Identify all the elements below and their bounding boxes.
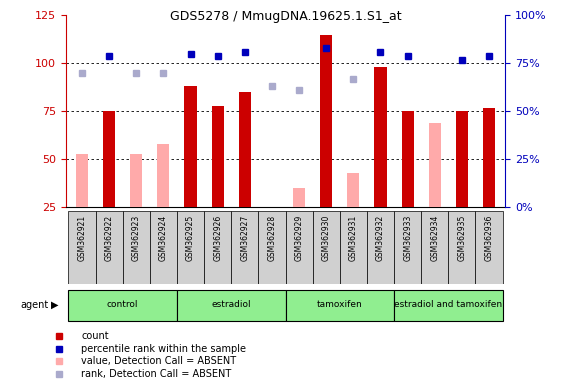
Text: GSM362926: GSM362926 xyxy=(213,215,222,261)
Bar xyxy=(293,188,305,207)
Text: tamoxifen: tamoxifen xyxy=(317,300,363,309)
Bar xyxy=(375,67,387,207)
Text: GSM362922: GSM362922 xyxy=(104,215,114,261)
Bar xyxy=(340,211,367,284)
Bar xyxy=(483,108,495,207)
Text: value, Detection Call = ABSENT: value, Detection Call = ABSENT xyxy=(81,356,236,366)
Bar xyxy=(394,211,421,284)
Bar xyxy=(177,211,204,284)
Text: GSM362936: GSM362936 xyxy=(485,215,493,261)
Bar xyxy=(76,154,88,207)
Text: GSM362921: GSM362921 xyxy=(78,215,86,261)
Text: GSM362933: GSM362933 xyxy=(403,215,412,261)
Bar xyxy=(103,111,115,207)
Bar xyxy=(231,211,258,284)
Text: GDS5278 / MmugDNA.19625.1.S1_at: GDS5278 / MmugDNA.19625.1.S1_at xyxy=(170,10,401,23)
Bar xyxy=(258,211,286,284)
Bar xyxy=(448,211,476,284)
Bar xyxy=(347,173,360,207)
Text: GSM362928: GSM362928 xyxy=(267,215,276,261)
Bar xyxy=(150,211,177,284)
Bar xyxy=(421,211,448,284)
Bar xyxy=(130,154,142,207)
Bar xyxy=(367,211,394,284)
Text: agent: agent xyxy=(20,300,48,310)
Bar xyxy=(401,111,414,207)
Text: GSM362932: GSM362932 xyxy=(376,215,385,261)
Text: GSM362935: GSM362935 xyxy=(457,215,467,261)
Bar xyxy=(184,86,196,207)
Bar xyxy=(286,290,394,321)
Text: GSM362934: GSM362934 xyxy=(431,215,439,261)
Text: GSM362923: GSM362923 xyxy=(132,215,140,261)
Bar xyxy=(204,211,231,284)
Bar xyxy=(211,106,224,207)
Text: estradiol and tamoxifen: estradiol and tamoxifen xyxy=(395,300,502,309)
Bar xyxy=(429,123,441,207)
Bar xyxy=(157,144,170,207)
Text: GSM362931: GSM362931 xyxy=(349,215,358,261)
Bar xyxy=(69,211,95,284)
Bar xyxy=(456,111,468,207)
Bar xyxy=(394,290,502,321)
Bar xyxy=(313,211,340,284)
Text: estradiol: estradiol xyxy=(211,300,251,309)
Text: GSM362925: GSM362925 xyxy=(186,215,195,261)
Bar xyxy=(177,290,286,321)
Bar xyxy=(476,211,502,284)
Text: count: count xyxy=(81,331,109,341)
Text: GSM362930: GSM362930 xyxy=(321,215,331,261)
Text: GSM362929: GSM362929 xyxy=(295,215,304,261)
Bar xyxy=(69,290,177,321)
Text: GSM362927: GSM362927 xyxy=(240,215,250,261)
Bar xyxy=(286,211,313,284)
Bar xyxy=(95,211,123,284)
Text: rank, Detection Call = ABSENT: rank, Detection Call = ABSENT xyxy=(81,369,232,379)
Bar xyxy=(123,211,150,284)
Text: control: control xyxy=(107,300,138,309)
Bar xyxy=(320,35,332,207)
Bar xyxy=(239,92,251,207)
Text: percentile rank within the sample: percentile rank within the sample xyxy=(81,344,246,354)
Text: GSM362924: GSM362924 xyxy=(159,215,168,261)
Text: ▶: ▶ xyxy=(51,300,59,310)
